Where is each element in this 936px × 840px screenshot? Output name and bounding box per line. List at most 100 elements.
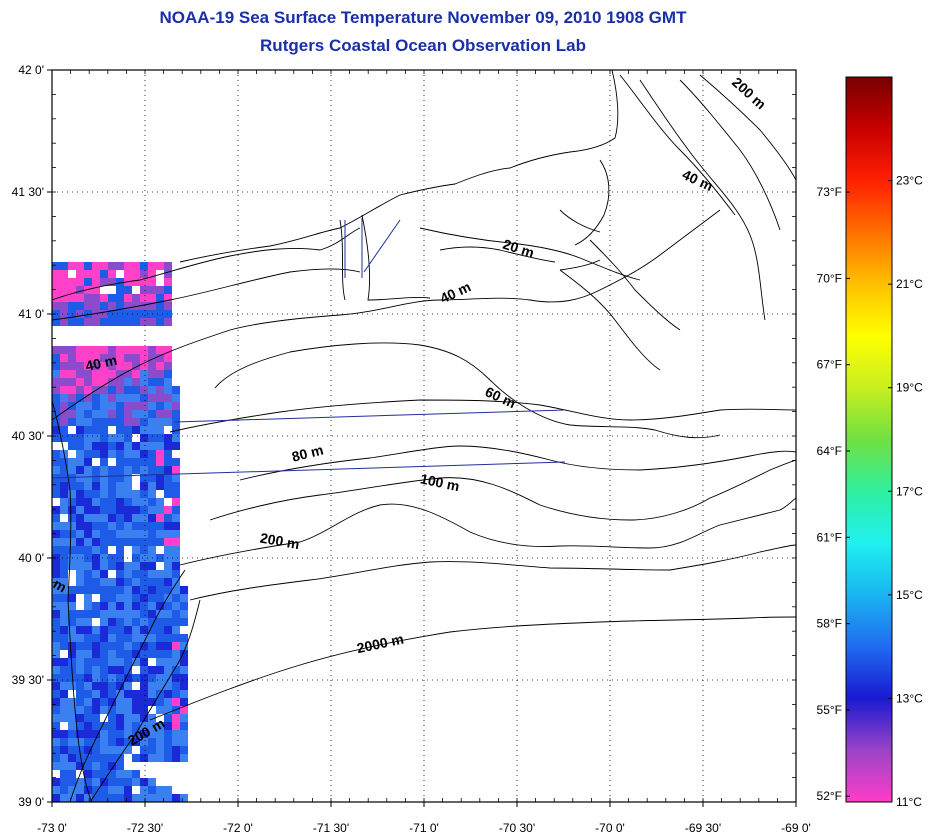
sst-pixel [100,546,108,554]
sst-pixel [68,650,76,658]
sst-pixel [116,458,124,466]
sst-pixel [116,538,124,546]
sst-pixel [124,610,132,618]
sst-pixel [108,498,116,506]
sst-pixel [68,498,76,506]
sst-pixel [132,602,140,610]
sst-pixel [132,434,140,442]
sst-pixel [124,746,132,754]
sst-pixel [164,650,172,658]
sst-pixel [148,530,156,538]
sst-pixel [108,458,116,466]
sst-pixel [148,522,156,530]
sst-pixel [124,474,132,482]
sst-pixel [92,270,100,278]
sst-pixel [68,362,76,370]
sst-pixel [140,730,148,738]
sst-pixel [100,522,108,530]
sst-pixel [100,482,108,490]
sst-pixel [52,618,60,626]
contour-nantucket-shoals [559,239,681,371]
sst-pixel [108,786,116,794]
sst-pixel [148,586,156,594]
sst-pixel [172,682,180,690]
sst-pixel [156,546,164,554]
sst-pixel [52,466,60,474]
sst-pixel [140,786,148,794]
contour-200m-main [179,497,796,566]
sst-pixel [60,410,68,418]
sst-pixel [92,354,100,362]
sst-pixel [100,586,108,594]
sst-pixel [164,394,172,402]
sst-pixel [100,634,108,642]
sst-pixel [124,602,132,610]
sst-pixel [52,778,60,786]
sst-pixel [148,386,156,394]
sst-pixel [68,786,76,794]
sst-pixel [132,394,140,402]
celsius-tick-label: 19°C [896,381,923,395]
sst-pixel [52,498,60,506]
sst-pixel [100,554,108,562]
sst-pixel [108,714,116,722]
sst-pixel [76,386,84,394]
sst-pixel [60,386,68,394]
sst-pixel [108,634,116,642]
sst-pixel [84,586,92,594]
sst-pixel [68,490,76,498]
sst-pixel [172,794,180,802]
sst-pixel [76,286,84,294]
sst-pixel [60,682,68,690]
sst-pixel [68,302,76,310]
track-line-5 [363,219,401,273]
sst-pixel [156,362,164,370]
sst-pixel [52,714,60,722]
contour-20m-ne [419,227,641,281]
sst-pixel [52,418,60,426]
sst-pixel [124,642,132,650]
sst-pixel [156,450,164,458]
sst-pixel [180,650,188,658]
sst-pixel [76,626,84,634]
sst-pixel [148,370,156,378]
sst-pixel [164,794,172,802]
sst-pixel [76,554,84,562]
sst-pixel [92,762,100,770]
sst-pixel [60,346,68,354]
sst-pixel [92,286,100,294]
sst-pixel [76,522,84,530]
sst-pixel [60,698,68,706]
sst-pixel [52,594,60,602]
sst-pixel [156,490,164,498]
sst-pixel [180,586,188,594]
sst-pixel [76,426,84,434]
sst-pixel [140,506,148,514]
sst-pixel [156,698,164,706]
sst-pixel [60,570,68,578]
sst-pixel [100,302,108,310]
sst-pixel [156,674,164,682]
sst-pixel [140,262,148,270]
sst-pixel [148,602,156,610]
sst-pixel [172,410,180,418]
sst-pixel [164,482,172,490]
sst-pixel [156,442,164,450]
sst-pixel [84,562,92,570]
sst-pixel [172,626,180,634]
sst-pixel [60,666,68,674]
sst-pixel [108,626,116,634]
sst-pixel [76,442,84,450]
sst-pixel [140,618,148,626]
sst-pixel [164,754,172,762]
sst-pixel [108,354,116,362]
sst-pixel [92,442,100,450]
sst-pixel [92,754,100,762]
sst-pixel [172,602,180,610]
sst-pixel [76,530,84,538]
sst-pixel [156,474,164,482]
sst-pixel [172,434,180,442]
sst-pixel [116,434,124,442]
sst-pixel [116,514,124,522]
sst-pixel [156,302,164,310]
